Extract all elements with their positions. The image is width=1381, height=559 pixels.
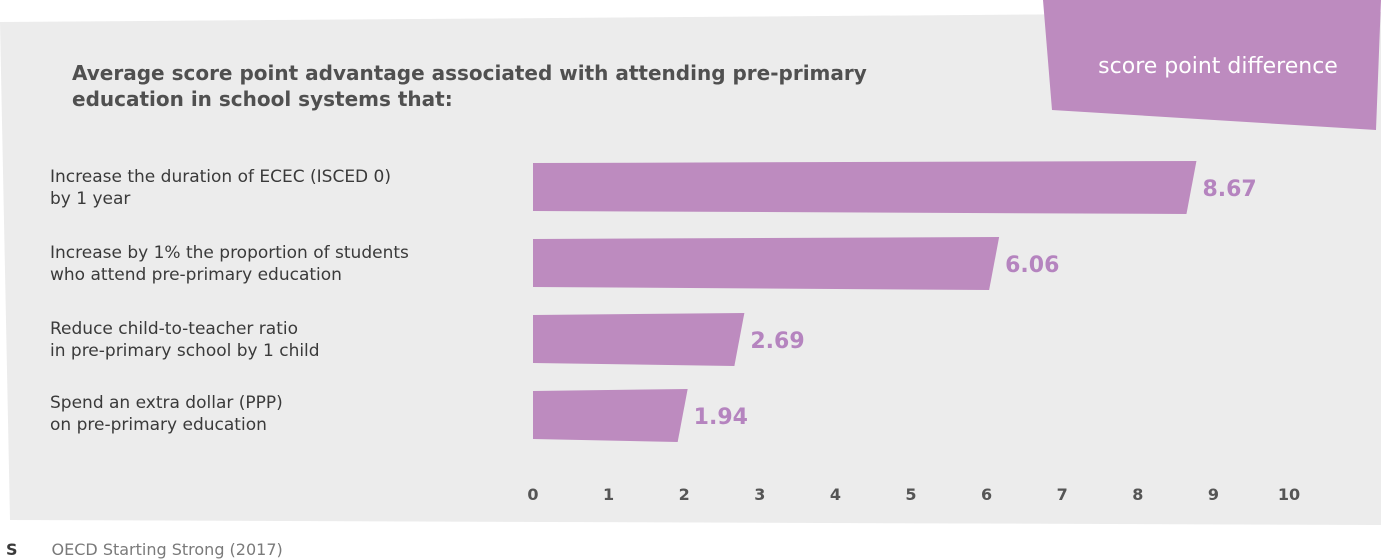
bar-proportion <box>533 237 1000 290</box>
category-label-line: on pre-primary education <box>50 415 267 435</box>
x-tick-label: 10 <box>1278 485 1300 504</box>
bar-spending <box>533 389 688 442</box>
unit-tag-label: score point difference <box>1098 54 1338 79</box>
value-label: 8.67 <box>1202 177 1256 202</box>
bar-ratio <box>533 313 745 366</box>
category-label-line: Increase the duration of ECEC (ISCED 0) <box>50 167 391 187</box>
chart-title-line-1: Average score point advantage associated… <box>72 61 867 85</box>
category-label-proportion: Increase by 1% the proportion of student… <box>50 242 500 286</box>
bar-duration <box>533 161 1197 214</box>
x-tick-label: 6 <box>981 485 992 504</box>
category-label-duration: Increase the duration of ECEC (ISCED 0) … <box>50 166 500 210</box>
category-label-line: who attend pre-primary education <box>50 265 342 285</box>
category-label-line: in pre-primary school by 1 child <box>50 341 320 361</box>
unit-tag-banner <box>1043 0 1381 130</box>
category-label-spending: Spend an extra dollar (PPP) on pre-prima… <box>50 392 500 436</box>
chart-title: Average score point advantage associated… <box>72 60 972 112</box>
value-label: 2.69 <box>750 329 804 354</box>
category-label-line: by 1 year <box>50 189 131 209</box>
category-label-line: Spend an extra dollar (PPP) <box>50 393 283 413</box>
x-tick-label: 7 <box>1057 485 1068 504</box>
x-tick-label: 2 <box>679 485 690 504</box>
value-label: 6.06 <box>1005 253 1059 278</box>
x-tick-label: 0 <box>527 485 538 504</box>
x-tick-label: 4 <box>830 485 841 504</box>
source-text: OECD Starting Strong (2017) <box>51 540 283 559</box>
x-tick-label: 8 <box>1132 485 1143 504</box>
chart-title-line-2: education in school systems that: <box>72 87 453 111</box>
x-tick-label: 5 <box>905 485 916 504</box>
category-label-line: Reduce child-to-teacher ratio <box>50 319 299 339</box>
x-tick-label: 3 <box>754 485 765 504</box>
source-lead: S <box>6 540 18 559</box>
x-tick-label: 9 <box>1208 485 1219 504</box>
category-label-line: Increase by 1% the proportion of student… <box>50 243 409 263</box>
x-tick-label: 1 <box>603 485 614 504</box>
category-label-ratio: Reduce child-to-teacher ratio in pre-pri… <box>50 318 500 362</box>
value-label: 1.94 <box>694 405 748 430</box>
source-note: S OECD Starting Strong (2017) <box>6 540 283 559</box>
